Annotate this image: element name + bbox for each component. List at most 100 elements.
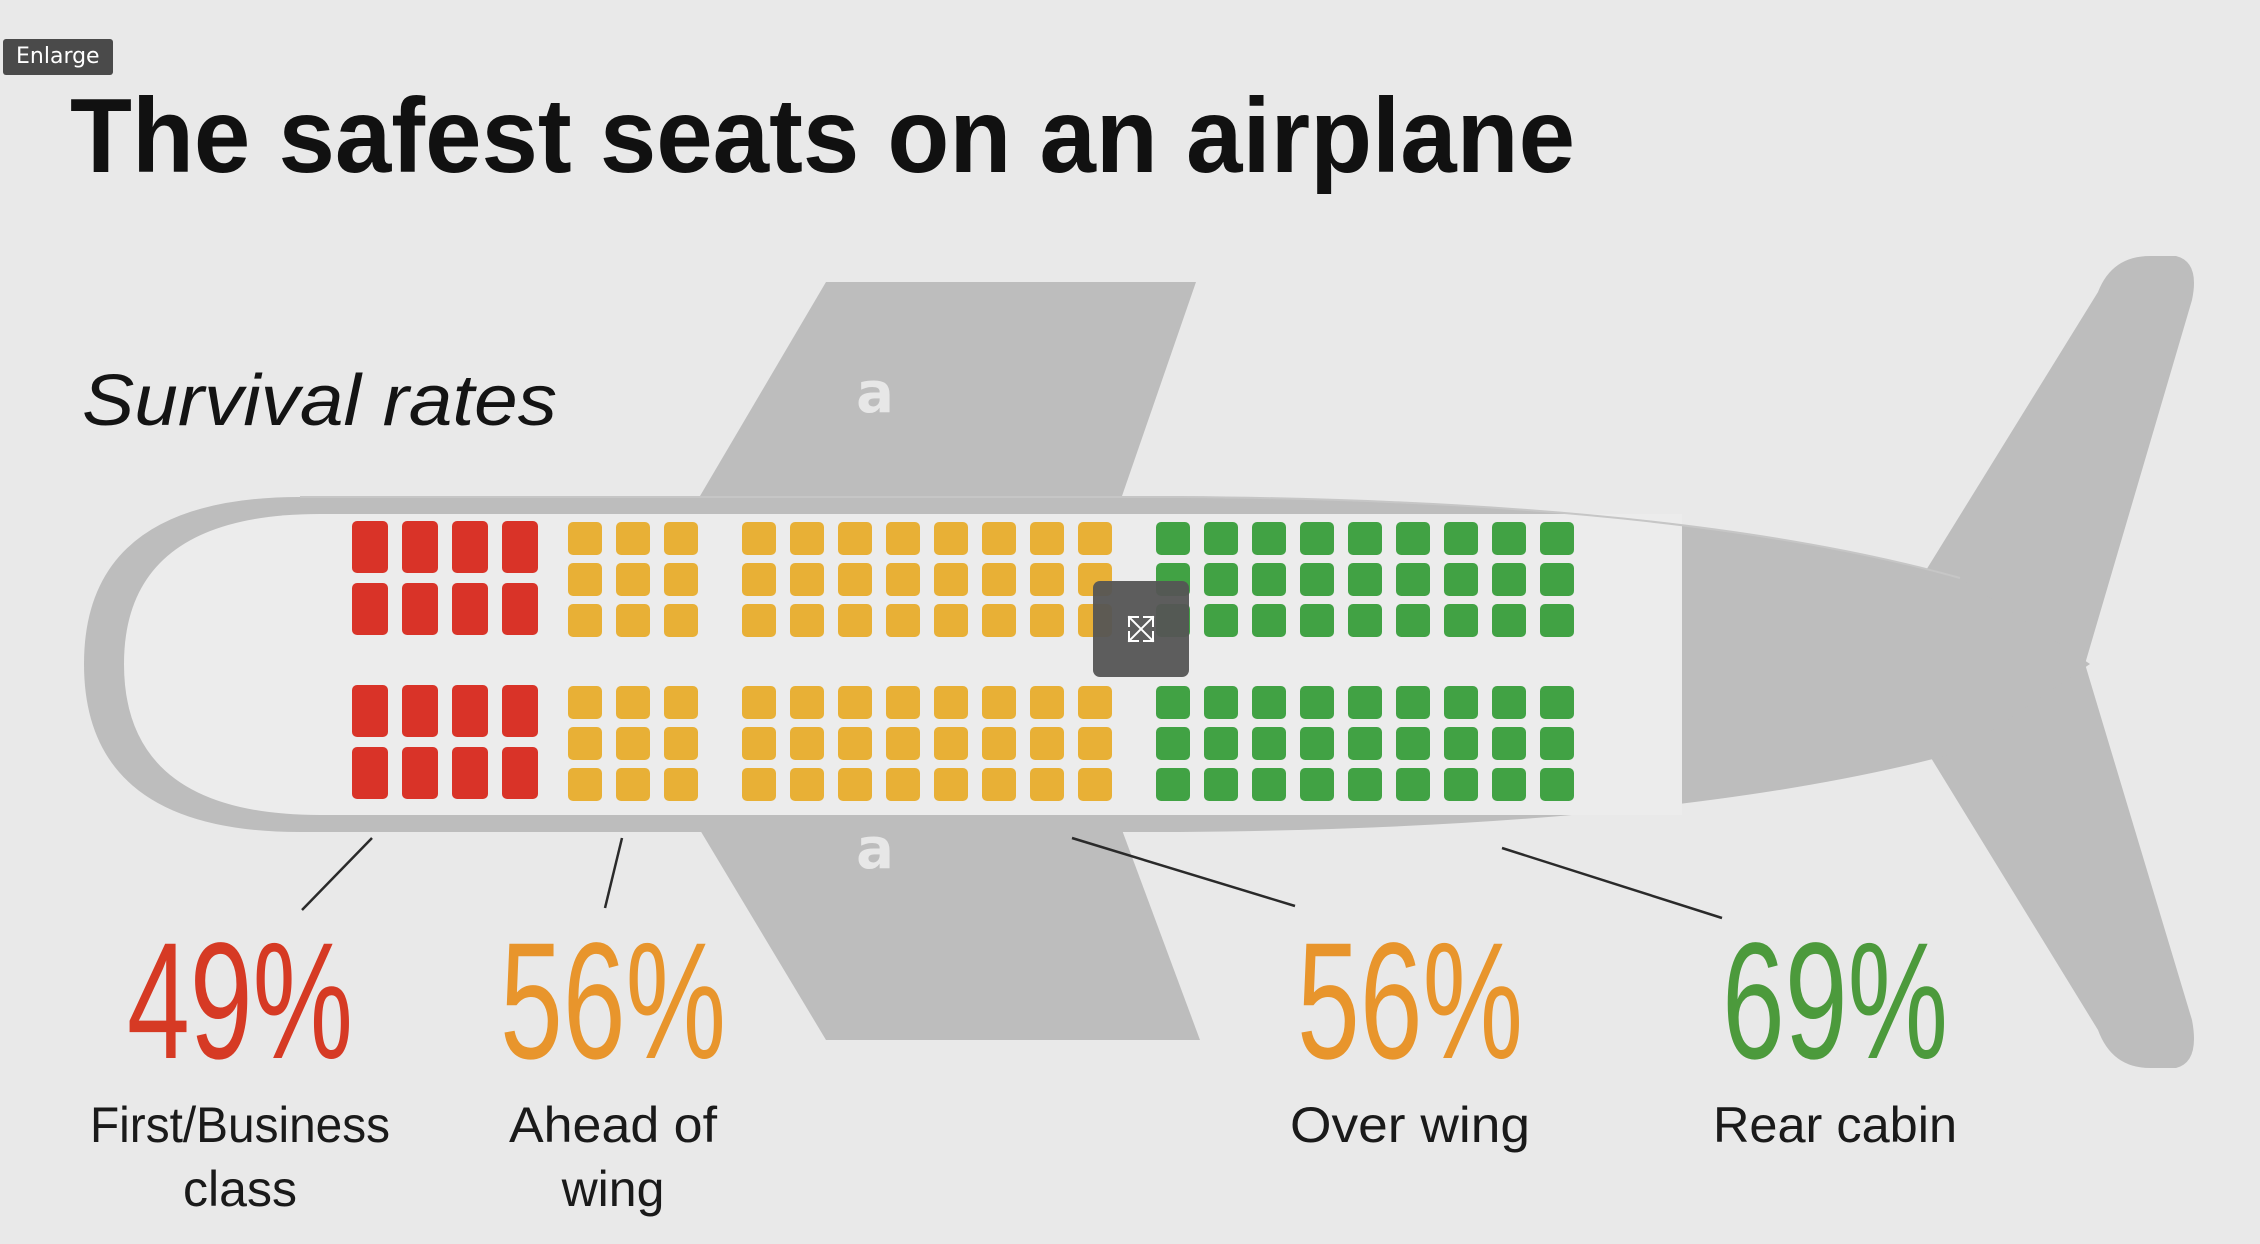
- seat-first-business: [502, 521, 538, 573]
- seat-first-business: [402, 521, 438, 573]
- seat-rear-cabin: [1348, 522, 1382, 555]
- seat-rear-cabin: [1204, 768, 1238, 801]
- seat-rear-cabin: [1540, 686, 1574, 719]
- seat-rear-cabin: [1396, 522, 1430, 555]
- seat-ahead-of-wing: [568, 686, 602, 719]
- infographic-subtitle: Survival rates: [82, 361, 557, 441]
- seat-ahead-of-wing: [616, 727, 650, 760]
- seat-rear-cabin: [1348, 768, 1382, 801]
- seat-over-wing: [886, 768, 920, 801]
- stat-first-business: 49% First/Business class: [90, 909, 390, 1217]
- seat-over-wing: [934, 522, 968, 555]
- seat-over-wing: [1030, 604, 1064, 637]
- seat-over-wing: [934, 563, 968, 596]
- seat-rear-cabin: [1348, 727, 1382, 760]
- seat-rear-cabin: [1444, 686, 1478, 719]
- seat-rear-cabin: [1252, 522, 1286, 555]
- seat-rear-cabin: [1252, 686, 1286, 719]
- enlarge-button[interactable]: Enlarge: [3, 39, 113, 75]
- seat-first-business: [502, 583, 538, 635]
- seat-ahead-of-wing: [568, 563, 602, 596]
- seat-over-wing: [886, 686, 920, 719]
- seat-rear-cabin: [1348, 604, 1382, 637]
- seat-rear-cabin: [1396, 563, 1430, 596]
- seat-first-business: [502, 747, 538, 799]
- seat-rear-cabin: [1444, 522, 1478, 555]
- seat-first-business: [502, 685, 538, 737]
- tail-fin-lower: [1920, 664, 2194, 1068]
- fuselage-outline: [300, 496, 1961, 579]
- seat-over-wing: [742, 522, 776, 555]
- seat-rear-cabin: [1204, 686, 1238, 719]
- seat-over-wing: [1030, 563, 1064, 596]
- expand-image-button[interactable]: [1093, 581, 1189, 677]
- seat-ahead-of-wing: [616, 768, 650, 801]
- seat-first-business: [402, 747, 438, 799]
- seat-rear-cabin: [1252, 563, 1286, 596]
- label-first-business-line2: class: [183, 1161, 297, 1217]
- seat-over-wing: [982, 768, 1016, 801]
- leader-line-ahead-of-wing: [603, 837, 624, 909]
- seat-first-business: [402, 583, 438, 635]
- seat-over-wing: [790, 768, 824, 801]
- seat-first-business: [352, 583, 388, 635]
- seat-over-wing: [982, 727, 1016, 760]
- seat-first-business: [452, 521, 488, 573]
- seat-rear-cabin: [1540, 768, 1574, 801]
- seat-ahead-of-wing: [664, 563, 698, 596]
- seat-over-wing: [790, 686, 824, 719]
- infographic-title: The safest seats on an airplane: [70, 77, 1575, 195]
- seat-rear-cabin: [1300, 727, 1334, 760]
- seat-rear-cabin: [1156, 686, 1190, 719]
- seat-over-wing: [982, 686, 1016, 719]
- seat-over-wing: [1030, 768, 1064, 801]
- seat-over-wing: [1078, 522, 1112, 555]
- seat-first-business: [352, 521, 388, 573]
- seat-over-wing: [934, 604, 968, 637]
- seat-over-wing: [790, 604, 824, 637]
- seat-rear-cabin: [1492, 686, 1526, 719]
- seat-over-wing: [742, 686, 776, 719]
- rate-first-business: 49%: [127, 909, 353, 1094]
- seat-rear-cabin: [1300, 768, 1334, 801]
- seat-over-wing: [742, 768, 776, 801]
- seat-over-wing: [1030, 686, 1064, 719]
- seat-over-wing: [982, 563, 1016, 596]
- seat-ahead-of-wing: [616, 522, 650, 555]
- seat-rear-cabin: [1444, 768, 1478, 801]
- seat-rear-cabin: [1540, 604, 1574, 637]
- seat-ahead-of-wing: [664, 604, 698, 637]
- seat-rear-cabin: [1396, 686, 1430, 719]
- seat-rear-cabin: [1300, 686, 1334, 719]
- seat-over-wing: [838, 563, 872, 596]
- seat-over-wing: [742, 563, 776, 596]
- watermark-bottom: a: [856, 817, 894, 882]
- lower-wing: [700, 830, 1200, 1040]
- seat-over-wing: [838, 686, 872, 719]
- seat-first-business: [352, 747, 388, 799]
- expand-arrows-icon: [1127, 615, 1155, 643]
- seat-first-business: [352, 685, 388, 737]
- watermark-top: a: [856, 361, 894, 426]
- seat-rear-cabin: [1396, 604, 1430, 637]
- seat-rear-cabin: [1540, 727, 1574, 760]
- seat-first-business: [452, 747, 488, 799]
- leader-line-first-business: [301, 837, 373, 911]
- seat-first-business: [402, 685, 438, 737]
- seat-over-wing: [742, 727, 776, 760]
- seat-rear-cabin: [1540, 522, 1574, 555]
- seat-rear-cabin: [1492, 768, 1526, 801]
- seat-rear-cabin: [1348, 686, 1382, 719]
- seat-rear-cabin: [1396, 727, 1430, 760]
- seat-map: [352, 521, 1574, 801]
- leader-line-rear-cabin: [1501, 846, 1723, 920]
- seat-rear-cabin: [1156, 522, 1190, 555]
- seat-rear-cabin: [1348, 563, 1382, 596]
- seat-ahead-of-wing: [616, 563, 650, 596]
- leader-lines: [301, 836, 1723, 920]
- seat-rear-cabin: [1252, 604, 1286, 637]
- seat-ahead-of-wing: [664, 727, 698, 760]
- seat-rear-cabin: [1204, 727, 1238, 760]
- seat-over-wing: [742, 604, 776, 637]
- seat-over-wing: [790, 522, 824, 555]
